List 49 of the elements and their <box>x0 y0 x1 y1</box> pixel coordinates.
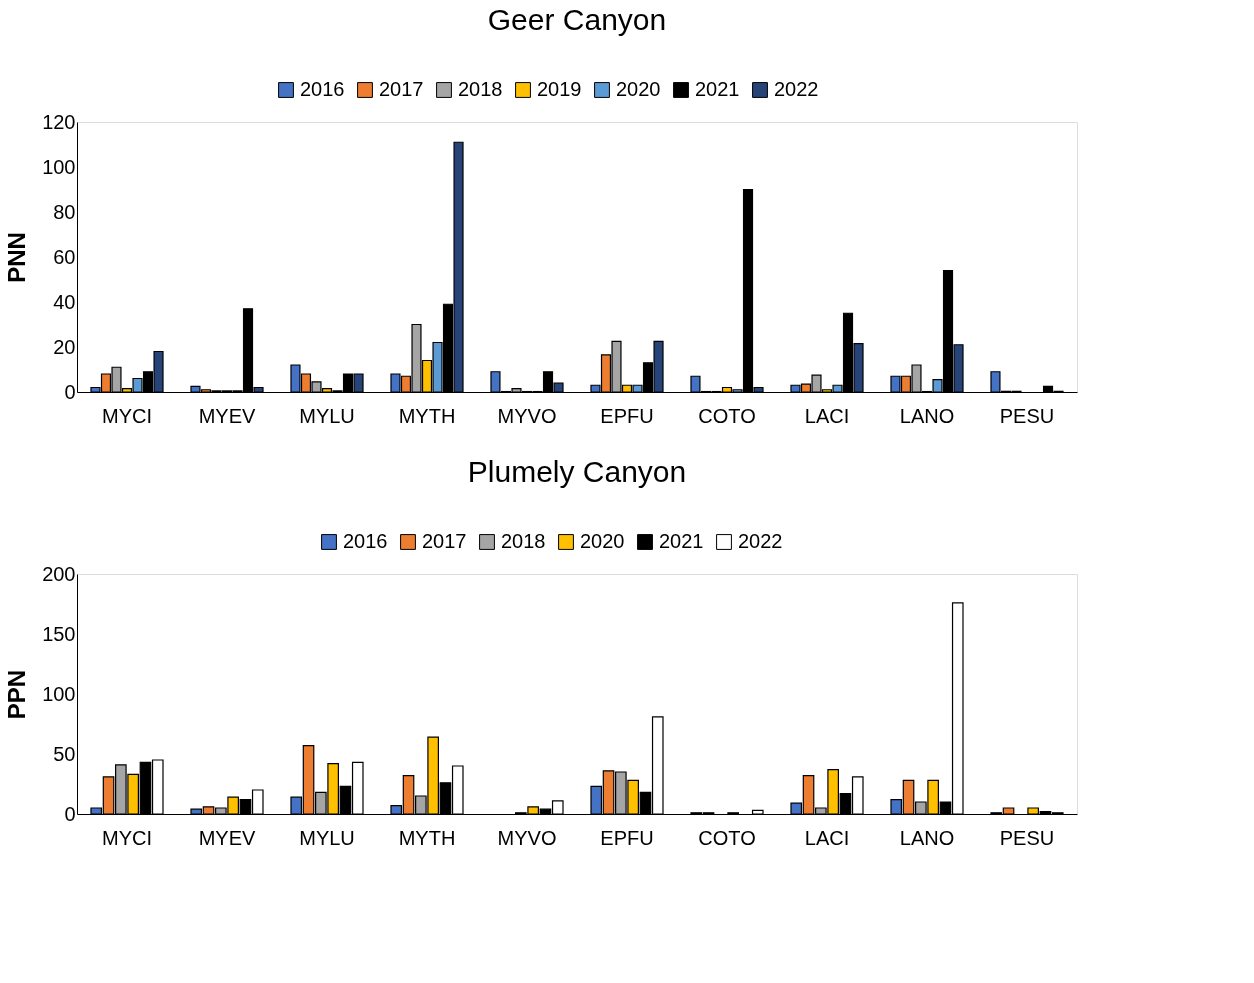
chart-title: Geer Canyon <box>487 3 667 36</box>
legend-label: 2020 <box>616 78 661 100</box>
legend-label: 2020 <box>580 530 625 552</box>
legend-label: 2018 <box>501 530 546 552</box>
legend-label: 2021 <box>659 530 704 552</box>
x-tick-label: MYTH <box>398 826 456 849</box>
y-tick-label: 100 <box>42 155 76 178</box>
x-tick-label: MYTH <box>398 404 456 427</box>
legend-label: 2018 <box>458 78 503 100</box>
y-tick-label: 0 <box>64 380 76 403</box>
legend-label: 2021 <box>695 78 740 100</box>
x-tick-label: COTO <box>698 826 756 849</box>
x-tick-label: LACI <box>804 826 850 849</box>
x-tick-label: MYCI <box>102 404 152 427</box>
x-tick-label: MYCI <box>102 826 152 849</box>
x-tick-label: MYEV <box>198 404 256 427</box>
x-tick-label: EPFU <box>600 826 654 849</box>
x-tick-label: PESU <box>999 404 1055 427</box>
y-tick-label: 0 <box>64 802 76 825</box>
x-tick-label: LACI <box>804 404 850 427</box>
legend-label: 2017 <box>379 78 424 100</box>
y-axis-title: PNN <box>3 232 31 283</box>
y-axis-title: PPN <box>3 669 31 720</box>
y-tick-label: 150 <box>42 622 76 645</box>
x-tick-label: EPFU <box>600 404 654 427</box>
x-tick-label: MYEV <box>198 826 256 849</box>
legend-label: 2019 <box>537 78 582 100</box>
y-tick-label: 200 <box>42 562 76 585</box>
legend-label: 2022 <box>774 78 819 100</box>
legend-label: 2022 <box>738 530 783 552</box>
x-tick-label: MYVO <box>497 826 557 849</box>
y-tick-label: 20 <box>53 335 76 358</box>
x-tick-label: LANO <box>899 404 955 427</box>
x-tick-label: PESU <box>999 826 1055 849</box>
y-tick-label: 60 <box>53 245 76 268</box>
x-tick-label: MYLU <box>299 404 355 427</box>
x-tick-label: MYLU <box>299 826 355 849</box>
y-tick-label: 100 <box>42 682 76 705</box>
legend-label: 2017 <box>422 530 467 552</box>
y-tick-label: 80 <box>53 200 76 223</box>
x-tick-label: COTO <box>698 404 756 427</box>
legend-label: 2016 <box>343 530 388 552</box>
x-tick-label: MYVO <box>497 404 557 427</box>
y-tick-label: 120 <box>42 110 76 133</box>
y-tick-label: 50 <box>53 742 76 765</box>
legend-label: 2016 <box>300 78 345 100</box>
y-tick-label: 40 <box>53 290 76 313</box>
x-tick-label: LANO <box>899 826 955 849</box>
chart-title: Plumely Canyon <box>467 455 687 488</box>
